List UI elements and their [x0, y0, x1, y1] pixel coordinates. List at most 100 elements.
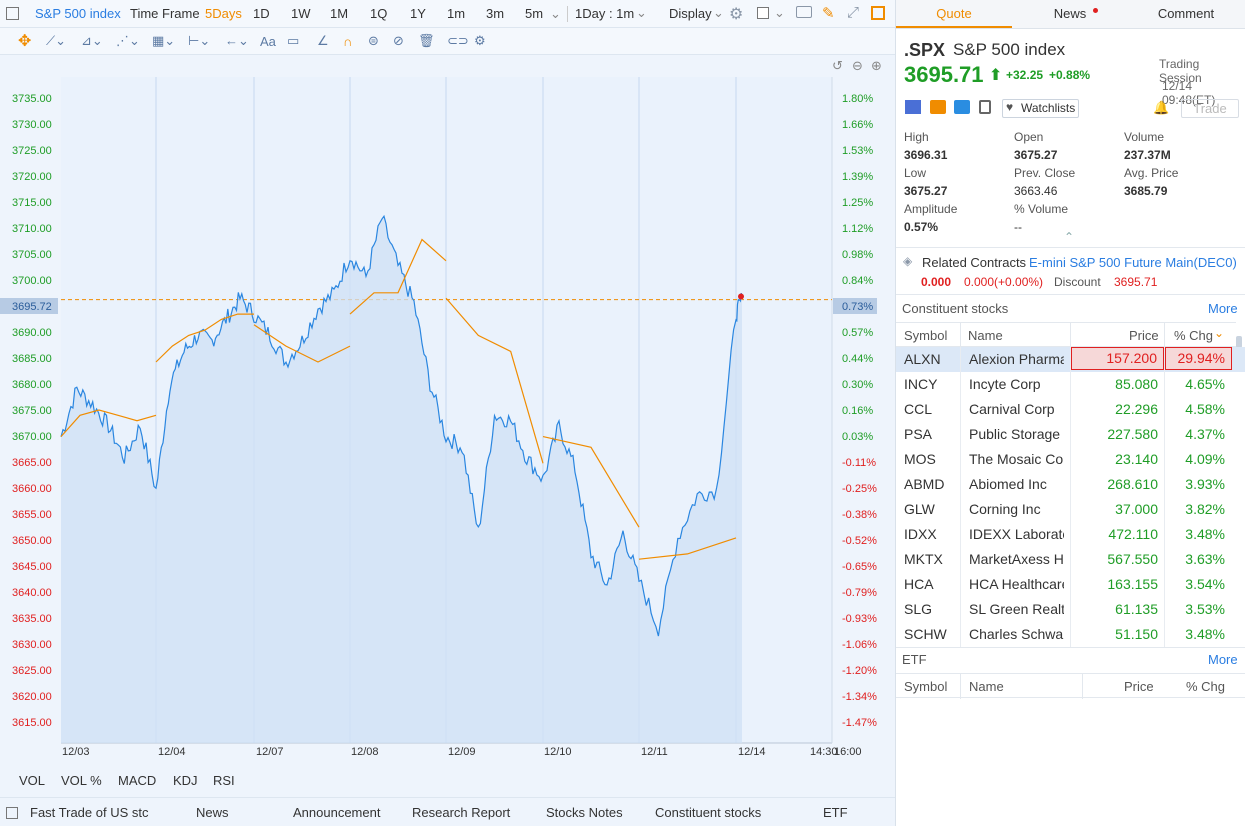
- zoom-in-icon[interactable]: ⊕: [871, 58, 882, 73]
- etf-col-pct-chg[interactable]: % Chg: [1186, 679, 1226, 694]
- collapse-chevron-icon[interactable]: ⌃: [1064, 230, 1075, 244]
- sidebar-toggle-icon[interactable]: [6, 7, 19, 20]
- crosshair-icon[interactable]: ✥: [18, 33, 32, 50]
- table-row[interactable]: GLW Corning Inc 37.000 3.82%: [896, 497, 1245, 522]
- indicator-kdj[interactable]: KDJ: [173, 773, 198, 788]
- tab-news[interactable]: News: [196, 805, 229, 820]
- channel-icon[interactable]: ⊿⌄: [81, 33, 103, 48]
- table-row[interactable]: PSA Public Storage 227.580 4.37%: [896, 422, 1245, 447]
- chart-icon[interactable]: [930, 100, 946, 114]
- tag-icon[interactable]: [954, 100, 970, 114]
- range-1y[interactable]: 1Y: [410, 6, 426, 21]
- toolbar-settings-icon[interactable]: ⚙: [474, 33, 486, 48]
- panel-toggle-icon[interactable]: [6, 807, 18, 819]
- pct-tick-label: 0.16%: [842, 405, 873, 417]
- col-divider: [960, 674, 961, 699]
- table-row[interactable]: SLG SL Green Realty 61.135 3.53%: [896, 597, 1245, 622]
- tab-etf[interactable]: ETF: [823, 805, 848, 820]
- indicator-vol-pct[interactable]: VOL %: [61, 773, 102, 788]
- table-row[interactable]: SCHW Charles Schwab 51.150 3.48%: [896, 622, 1245, 647]
- trendline-icon[interactable]: ⟋⌄: [46, 33, 66, 48]
- pencil-icon[interactable]: ✎: [822, 5, 835, 22]
- interval-select[interactable]: 1Day : 1m: [575, 6, 635, 21]
- hide-icon[interactable]: ⊘: [393, 33, 404, 48]
- chevron-down-icon[interactable]: ⌄: [774, 5, 785, 20]
- symbol-label[interactable]: S&P 500 index: [35, 6, 121, 21]
- table-row[interactable]: MKTX MarketAxess Holdings 567.550 3.63%: [896, 547, 1245, 572]
- range-1w[interactable]: 1W: [291, 6, 311, 21]
- measure-icon[interactable]: ⊢⌄: [188, 33, 211, 48]
- text-tool-icon[interactable]: Aa: [260, 33, 276, 49]
- constituent-title: Constituent stocks: [902, 301, 1009, 316]
- range-1m[interactable]: 1M: [330, 6, 349, 21]
- tab-announcement[interactable]: Announcement: [293, 805, 381, 820]
- col-symbol[interactable]: Symbol: [904, 328, 948, 343]
- camera-icon[interactable]: [796, 6, 812, 18]
- tab-comment[interactable]: Comment: [1157, 6, 1215, 21]
- col-pct-chg[interactable]: % Chg: [1174, 328, 1214, 343]
- etf-col-name[interactable]: Name: [969, 679, 1004, 694]
- trash-icon[interactable]: 🗑: [418, 33, 435, 48]
- magnet-icon[interactable]: ∩: [343, 33, 353, 49]
- etf-col-price[interactable]: Price: [1124, 679, 1154, 694]
- pct-tick-label: 1.66%: [842, 119, 873, 131]
- indicator-vol[interactable]: VOL: [19, 773, 46, 788]
- col-name[interactable]: Name: [968, 328, 1003, 343]
- sort-chevron-icon[interactable]: ⌄: [1214, 326, 1225, 340]
- table-row[interactable]: IDXX IDEXX Laboratories 472.110 3.48%: [896, 522, 1245, 547]
- arrow-icon[interactable]: ←⌄: [225, 33, 249, 48]
- table-row[interactable]: INCY Incyte Corp 85.080 4.65%: [896, 372, 1245, 397]
- display-menu[interactable]: Display: [669, 6, 712, 21]
- range-1d[interactable]: 1D: [253, 6, 270, 21]
- range-1q[interactable]: 1Q: [370, 6, 388, 21]
- indicator-macd[interactable]: MACD: [118, 773, 157, 788]
- chevron-down-icon[interactable]: ⌄: [550, 6, 561, 21]
- tab-news-right[interactable]: News: [1053, 6, 1087, 21]
- notes-icon[interactable]: [979, 100, 991, 114]
- settings-gear-icon[interactable]: ⚙: [729, 6, 744, 23]
- comment-icon[interactable]: ▭: [287, 33, 300, 48]
- link-icon[interactable]: ⊂⊃: [447, 33, 469, 48]
- checkbox-icon[interactable]: [757, 7, 769, 19]
- tab-research-report[interactable]: Research Report: [412, 805, 511, 820]
- tab-fast-trade[interactable]: Fast Trade of US stc: [30, 805, 149, 820]
- layout-icon[interactable]: [871, 6, 885, 20]
- indicator-rsi[interactable]: RSI: [213, 773, 235, 788]
- price-chart[interactable]: 3735.00 1.80% 3730.00 1.66% 3725.00 1.53% 3720…: [0, 55, 895, 767]
- col-price[interactable]: Price: [1129, 328, 1159, 343]
- lock-icon[interactable]: ⊜: [368, 33, 379, 48]
- table-row[interactable]: HCA HCA Healthcare 163.155 3.54%: [896, 572, 1245, 597]
- watchlists-button[interactable]: Watchlists: [1002, 99, 1079, 118]
- etf-more-link[interactable]: More: [1208, 652, 1238, 667]
- col-divider: [1070, 397, 1071, 422]
- fullscreen-icon[interactable]: ⤢: [847, 4, 860, 21]
- zoom-out-icon[interactable]: ⊖: [852, 58, 863, 73]
- pattern-icon[interactable]: ⋰⌄: [116, 33, 140, 48]
- tab-constituent-stocks[interactable]: Constituent stocks: [655, 805, 762, 820]
- undo-icon[interactable]: ↺: [832, 58, 843, 73]
- table-row[interactable]: ABMD Abiomed Inc 268.610 3.93%: [896, 472, 1245, 497]
- table-row[interactable]: ALXN Alexion Pharma 157.200 29.94%: [896, 347, 1245, 372]
- range-5days[interactable]: 5Days: [205, 6, 242, 21]
- related-contract-link[interactable]: E-mini S&P 500 Future Main(DEC0): [1029, 255, 1237, 270]
- bell-icon[interactable]: 🔔: [1153, 100, 1170, 115]
- chevron-down-icon[interactable]: ⌄: [713, 5, 724, 20]
- interval-1min[interactable]: 1m: [447, 6, 466, 21]
- interval-5min[interactable]: 5m: [525, 6, 544, 21]
- row-symbol: ALXN: [904, 351, 941, 367]
- fib-icon[interactable]: ▦⌄: [152, 33, 176, 48]
- pct-tick-label: 0.98%: [842, 249, 873, 261]
- ruler-icon[interactable]: ∠: [317, 33, 329, 48]
- price-tick-label: 3705.00: [12, 249, 52, 261]
- etf-col-symbol[interactable]: Symbol: [904, 679, 948, 694]
- tab-stocks-notes[interactable]: Stocks Notes: [546, 805, 623, 820]
- tab-quote[interactable]: Quote: [896, 0, 1012, 28]
- table-row[interactable]: CCL Carnival Corp 22.296 4.58%: [896, 397, 1245, 422]
- trade-button[interactable]: Trade: [1181, 99, 1239, 118]
- constituent-more-link[interactable]: More: [1208, 301, 1238, 316]
- table-row[interactable]: MOS The Mosaic Co 23.140 4.09%: [896, 447, 1245, 472]
- chart-svg[interactable]: 3735.00 1.80% 3730.00 1.66% 3725.00 1.53% 3720…: [0, 55, 895, 767]
- interval-3min[interactable]: 3m: [486, 6, 505, 21]
- table-scrollbar[interactable]: [1236, 336, 1242, 348]
- chevron-down-icon[interactable]: ⌄: [636, 5, 647, 20]
